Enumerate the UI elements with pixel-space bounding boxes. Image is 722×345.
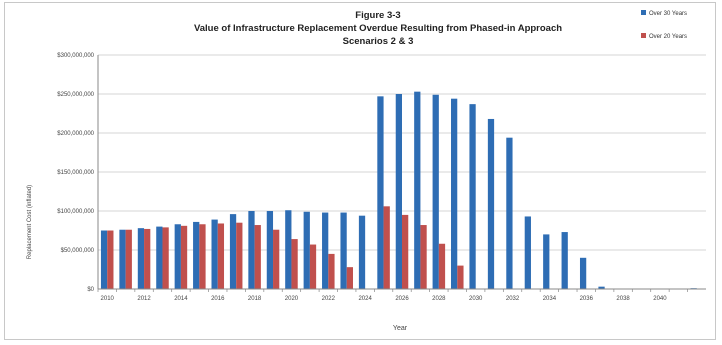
legend-label: Over 20 Years	[649, 34, 687, 40]
bar-over-30-years-2027	[414, 91, 421, 289]
y-tick-label: $200,000,000	[57, 131, 94, 137]
bar-over-30-years-2034	[543, 234, 550, 289]
y-tick-label: $100,000,000	[57, 209, 94, 215]
bar-over-20-years-2015	[199, 224, 206, 289]
bar-over-30-years-2021	[303, 211, 310, 289]
y-tick-label: $50,000,000	[61, 248, 95, 254]
bar-over-20-years-2029	[457, 265, 464, 289]
x-tick-label: 2012	[137, 296, 151, 302]
bar-over-30-years-2022	[322, 212, 329, 289]
x-tick-label: 2040	[653, 296, 667, 302]
bar-over-30-years-2014	[174, 224, 181, 289]
bar-over-30-years-2033	[524, 216, 531, 289]
x-axis-label: Year	[393, 325, 408, 332]
chart-title: Figure 3-3	[355, 10, 400, 21]
bar-over-20-years-2023	[346, 267, 353, 289]
bar-over-30-years-2015	[193, 221, 200, 289]
bar-over-20-years-2010	[107, 230, 114, 289]
bar-over-20-years-2013	[162, 227, 169, 289]
legend-swatch	[641, 10, 646, 15]
y-tick-label: $0	[87, 287, 94, 293]
x-tick-label: 2020	[285, 296, 299, 302]
bar-over-30-years-2016	[211, 219, 218, 289]
x-tick-label: 2022	[322, 296, 336, 302]
chart-subtitle-2: Scenarios 2 & 3	[343, 36, 414, 47]
bar-series	[100, 91, 697, 290]
bar-over-30-years-2035	[561, 232, 568, 289]
chart-subtitle: Value of Infrastructure Replacement Over…	[194, 23, 562, 34]
bar-over-30-years-2028	[432, 94, 439, 289]
x-tick-label: 2016	[211, 296, 225, 302]
bar-over-30-years-2012	[137, 228, 145, 289]
bar-over-30-years-2019	[266, 211, 274, 289]
bar-over-20-years-2020	[291, 239, 298, 289]
bar-over-30-years-2032	[506, 137, 513, 289]
bar-over-30-years-2023	[340, 212, 347, 289]
legend-label: Over 30 Years	[649, 11, 687, 17]
bar-over-20-years-2011	[125, 229, 132, 289]
bar-over-20-years-2021	[309, 244, 317, 289]
x-tick-label: 2018	[248, 296, 262, 302]
bar-over-20-years-2027	[420, 225, 427, 289]
bar-over-20-years-2028	[438, 243, 446, 289]
bar-over-20-years-2018	[254, 225, 261, 289]
x-tick-label: 2038	[616, 296, 630, 302]
y-tick-label: $150,000,000	[57, 170, 94, 176]
bar-over-30-years-2031	[487, 118, 495, 290]
bar-over-20-years-2014	[180, 225, 188, 289]
legend: Over 30 Years Over 20 Years	[641, 10, 687, 40]
x-axis-ticks: 2010 2012 2014 2016 2018 2020 2022 2024 2026 2028…	[97, 289, 688, 302]
bar-over-30-years-2024	[358, 215, 366, 289]
bar-over-30-years-2011	[119, 229, 126, 289]
x-tick-label: 2032	[506, 296, 520, 302]
bar-over-20-years-2016	[217, 223, 225, 289]
y-tick-label: $250,000,000	[57, 92, 94, 98]
axes	[97, 55, 706, 290]
bar-over-30-years-2010	[100, 230, 108, 289]
y-axis-ticks: $0 $50,000,000 $100,000,000 $150,000,000 $20…	[57, 53, 94, 293]
bar-over-20-years-2012	[144, 228, 151, 289]
x-tick-label: 2024	[358, 296, 372, 302]
bar-over-20-years-2017	[236, 222, 243, 289]
bar-over-30-years-2036	[579, 257, 587, 289]
bar-over-20-years-2026	[402, 214, 409, 289]
x-tick-label: 2030	[469, 296, 483, 302]
bar-over-30-years-2018	[248, 211, 255, 289]
bar-over-30-years-2029	[451, 98, 458, 290]
x-tick-label: 2010	[101, 296, 115, 302]
x-tick-label: 2014	[174, 296, 188, 302]
bar-over-30-years-2030	[469, 104, 476, 289]
bar-over-30-years-2017	[229, 214, 237, 289]
legend-swatch	[641, 33, 646, 38]
bar-over-20-years-2022	[328, 253, 335, 289]
bar-over-30-years-2025	[377, 96, 384, 289]
bar-over-30-years-2037	[598, 286, 605, 289]
y-tick-label: $300,000,000	[57, 53, 94, 59]
x-tick-label: 2034	[543, 296, 557, 302]
bar-over-30-years-2013	[156, 226, 163, 289]
y-axis-label: Replacement Cost (inflated)	[27, 185, 33, 259]
x-tick-label: 2036	[580, 296, 594, 302]
bar-over-20-years-2025	[383, 206, 390, 289]
bar-over-30-years-2020	[285, 210, 292, 289]
x-tick-label: 2028	[432, 296, 446, 302]
x-tick-label: 2026	[395, 296, 409, 302]
bar-over-30-years-2026	[395, 94, 402, 289]
bar-over-20-years-2019	[273, 229, 280, 289]
